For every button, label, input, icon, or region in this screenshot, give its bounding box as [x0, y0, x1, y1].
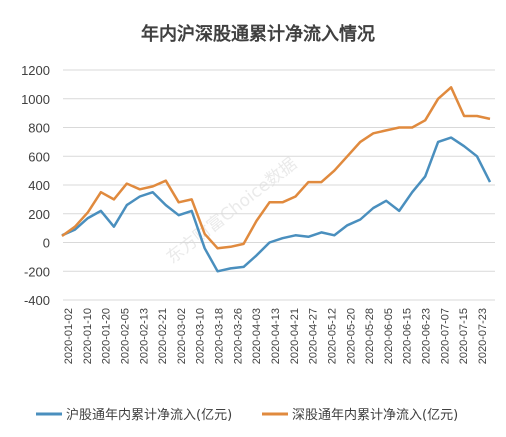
y-tick-label: -200: [24, 264, 50, 279]
x-tick-label: 2020-04-03: [251, 308, 263, 364]
x-tick-label: 2020-06-05: [383, 308, 395, 364]
x-tick-label: 2020-07-23: [477, 308, 489, 364]
legend-label: 沪股通年内累计净流入(亿元): [66, 407, 232, 423]
x-tick-label: 2020-07-07: [439, 308, 451, 364]
legend-label: 深股通年内累计净流入(亿元): [292, 407, 458, 423]
x-tick-label: 2020-04-27: [308, 308, 320, 364]
y-tick-label: 400: [28, 178, 50, 193]
x-tick-label: 2020-02-13: [138, 308, 150, 364]
x-tick-label: 2020-01-20: [101, 308, 113, 364]
x-tick-label: 2020-06-15: [402, 308, 414, 364]
y-tick-label: -400: [24, 293, 50, 308]
series-line-shanghai: [61, 136, 492, 273]
x-tick-label: 2020-03-26: [232, 308, 244, 364]
y-tick-label: 0: [43, 236, 50, 251]
series-line-shenzhen: [61, 86, 491, 250]
x-tick-label: 2020-05-28: [364, 308, 376, 364]
x-tick-label: 2020-07-15: [458, 308, 470, 364]
watermark: 东方财富Choice数据: [163, 154, 301, 268]
x-axis: 2020-01-02 2020-01-10 2020-01-20 2020-02-05…: [63, 308, 489, 364]
series-lines: [61, 86, 492, 273]
y-tick-label: 200: [28, 207, 50, 222]
x-tick-label: 2020-02-21: [157, 308, 169, 364]
y-tick-label: 800: [28, 121, 50, 136]
y-tick-label: 1200: [21, 63, 50, 78]
x-tick-label: 2020-05-20: [345, 308, 357, 364]
legend: 沪股通年内累计净流入(亿元) 深股通年内累计净流入(亿元): [36, 407, 458, 423]
x-tick-label: 2020-05-12: [326, 308, 338, 364]
x-tick-label: 2020-04-13: [270, 308, 282, 364]
x-tick-label: 2020-03-10: [195, 308, 207, 364]
x-tick-label: 2020-03-18: [214, 308, 226, 364]
y-axis: -400 -200 0 200 400 600 800 1000 1200: [21, 63, 50, 308]
x-tick-label: 2020-03-02: [176, 308, 188, 364]
x-tick-label: 2020-04-21: [289, 308, 301, 364]
y-tick-label: 600: [28, 149, 50, 164]
x-tick-label: 2020-01-02: [63, 308, 75, 364]
y-tick-label: 1000: [21, 92, 50, 107]
chart-title: 年内沪深股通累计净流入情况: [141, 23, 375, 45]
gridlines: [63, 69, 495, 301]
x-tick-label: 2020-06-23: [421, 308, 433, 364]
x-tick-label: 2020-02-05: [119, 308, 131, 364]
x-tick-label: 2020-01-10: [82, 308, 94, 364]
